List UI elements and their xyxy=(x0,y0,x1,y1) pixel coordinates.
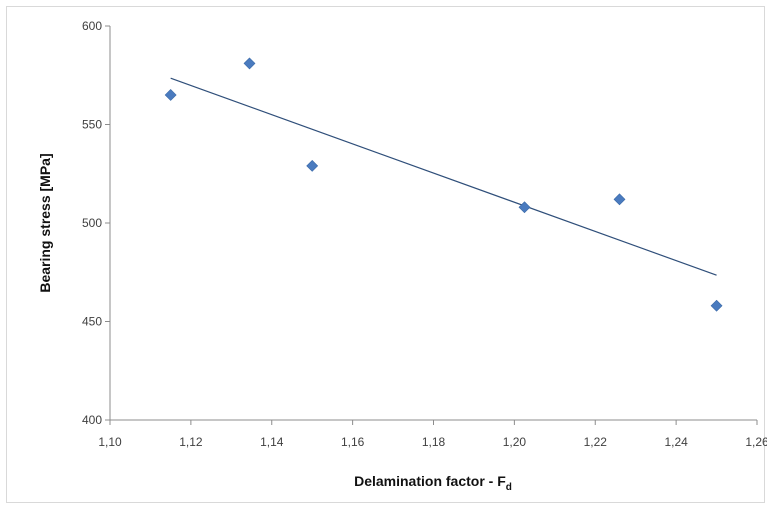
trendline xyxy=(170,77,717,276)
data-point xyxy=(613,193,626,206)
y-tick-label: 400 xyxy=(82,413,102,427)
axes: 400 450 500 550 600 1,10 1,12 1,14 1,16 1,18 1,20 1… xyxy=(82,19,767,449)
x-tick-label: 1,14 xyxy=(260,435,284,449)
x-tick-label: 1,12 xyxy=(179,435,203,449)
y-tick-label: 450 xyxy=(82,315,102,329)
x-tick-label: 1,26 xyxy=(745,435,767,449)
y-tick-label: 550 xyxy=(82,118,102,132)
x-tick-label: 1,24 xyxy=(664,435,688,449)
x-tick-label: 1,22 xyxy=(584,435,608,449)
x-axis-title: Delamination factor - Fd xyxy=(354,473,512,493)
y-tick-label: 600 xyxy=(82,19,102,33)
y-axis-title: Bearing stress [MPa] xyxy=(37,153,53,292)
x-tick-label: 1,16 xyxy=(341,435,365,449)
data-points xyxy=(164,57,723,312)
x-tick-label: 1,20 xyxy=(503,435,527,449)
data-point xyxy=(243,57,256,70)
x-axis-title-main: Delamination factor - F xyxy=(354,473,506,489)
data-point xyxy=(164,89,177,101)
data-point xyxy=(518,201,531,214)
y-tick-label: 500 xyxy=(82,216,102,230)
data-point xyxy=(306,159,319,172)
trendline-group xyxy=(170,77,717,276)
x-tick-label: 1,10 xyxy=(98,435,122,449)
x-axis-title-subscript: d xyxy=(506,482,512,493)
data-point xyxy=(710,299,723,312)
axis-titles: Bearing stress [MPa] Delamination factor… xyxy=(37,153,512,493)
x-tick-label: 1,18 xyxy=(422,435,446,449)
